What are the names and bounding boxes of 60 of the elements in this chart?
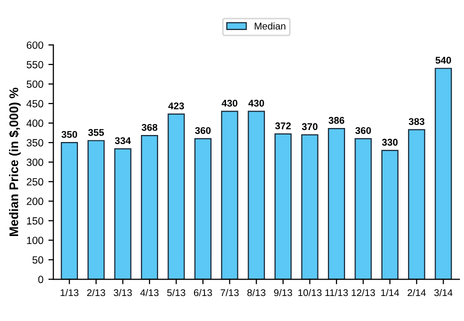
y-tick-label: 500 [26, 80, 44, 88]
x-tick-label: 2/14 [408, 288, 426, 296]
data-label: 355 [88, 129, 104, 136]
x-tick-label: 8/13 [247, 288, 266, 296]
y-tick-label: 600 [26, 41, 44, 49]
bar [408, 129, 426, 280]
bar [114, 148, 132, 280]
legend-label: Median [254, 22, 286, 30]
bar [248, 110, 265, 280]
data-label: 386 [328, 116, 344, 124]
data-label: 350 [62, 130, 78, 138]
y-tick-label: 400 [26, 120, 44, 127]
bar [140, 134, 158, 280]
x-tick-label: 4/13 [140, 288, 159, 296]
x-tick-label: 9/13 [274, 288, 292, 296]
bar [168, 114, 185, 280]
bar [381, 150, 398, 280]
bar [274, 133, 292, 280]
y-tick-label: 200 [26, 198, 44, 206]
bar [221, 110, 238, 280]
y-tick-label: 100 [27, 236, 44, 244]
x-tick-label: 2/13 [87, 288, 106, 296]
data-label: 330 [382, 138, 398, 146]
bar [88, 140, 105, 280]
y-tick-label: 300 [26, 158, 44, 166]
x-tick-label: 5/13 [167, 288, 186, 296]
data-label: 334 [114, 137, 131, 144]
data-label: 423 [168, 102, 184, 110]
bar [60, 142, 78, 280]
y-tick-label: 350 [26, 139, 44, 146]
y-tick-label: 550 [26, 60, 44, 68]
x-tick-label: 12/13 [352, 288, 375, 296]
y-tick-label: 450 [26, 100, 44, 108]
x-tick-label: 6/13 [194, 288, 212, 296]
y-tick-label: 50 [32, 256, 44, 264]
bar [328, 128, 346, 280]
x-tick-label: 7/13 [220, 288, 239, 296]
data-label: 360 [195, 127, 211, 134]
data-label: 370 [302, 123, 318, 130]
bar [194, 138, 212, 280]
bar [301, 134, 318, 280]
data-label: 540 [436, 56, 452, 64]
bar [434, 68, 452, 280]
x-tick-label: 3/13 [114, 288, 132, 296]
x-tick-label: 11/13 [325, 288, 348, 296]
data-label: 372 [275, 122, 291, 130]
x-tick-label: 3/14 [434, 288, 453, 296]
data-label: 368 [142, 124, 158, 131]
x-tick-label: 10/13 [298, 288, 322, 296]
y-axis-title: Median Price (in $,000) % [8, 88, 21, 236]
data-label: 360 [355, 127, 371, 134]
y-tick-label: 0 [38, 276, 44, 284]
x-tick-label: 1/13 [60, 288, 78, 296]
bar [354, 138, 372, 280]
y-tick-label: 150 [27, 217, 44, 225]
data-label: 383 [408, 118, 424, 126]
data-label: 430 [222, 100, 238, 107]
x-tick-label: 1/14 [381, 288, 400, 296]
data-label: 430 [248, 100, 264, 107]
y-tick-label: 250 [26, 178, 44, 186]
